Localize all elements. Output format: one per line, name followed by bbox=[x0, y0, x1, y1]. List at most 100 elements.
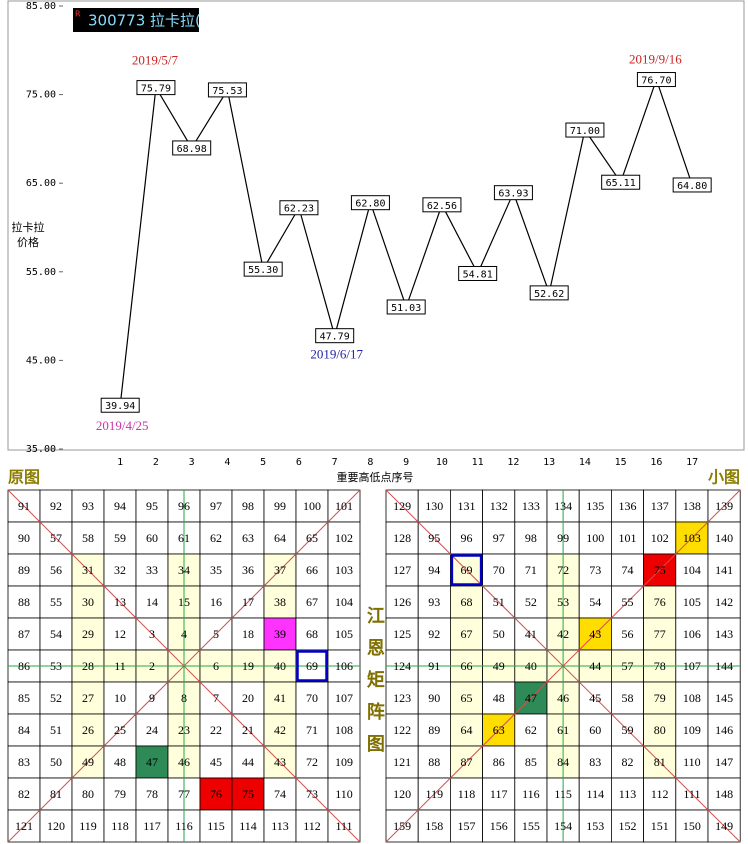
cell bbox=[295, 617, 329, 651]
value-label: 55.30 bbox=[248, 265, 278, 276]
value-label-box bbox=[672, 177, 712, 193]
cell-number: 58 bbox=[622, 691, 634, 705]
cell-number: 79 bbox=[114, 787, 126, 801]
value-label-box bbox=[350, 195, 390, 211]
cell-number: 123 bbox=[393, 691, 411, 705]
cell-number: 26 bbox=[82, 723, 94, 737]
cell bbox=[449, 585, 483, 619]
cell-number: 116 bbox=[522, 787, 540, 801]
cell-number: 146 bbox=[715, 723, 733, 737]
cell-number: 111 bbox=[683, 787, 700, 801]
cell-number: 61 bbox=[178, 531, 190, 545]
cell-number: 136 bbox=[619, 499, 637, 513]
cell-number: 85 bbox=[525, 755, 537, 769]
cell-number: 116 bbox=[175, 819, 193, 833]
cell bbox=[675, 585, 709, 619]
cell-number: 137 bbox=[651, 499, 669, 513]
cell bbox=[7, 521, 41, 555]
cell bbox=[327, 521, 361, 555]
cell-number: 62 bbox=[525, 723, 537, 737]
cell-number: 142 bbox=[715, 595, 733, 609]
cell bbox=[514, 553, 548, 587]
cell bbox=[71, 681, 105, 715]
x-tick-label: 5 bbox=[260, 457, 266, 468]
cell bbox=[103, 617, 137, 651]
cell bbox=[199, 713, 233, 747]
value-label: 75.79 bbox=[141, 84, 171, 95]
side-title: 江恩矩阵图 bbox=[365, 606, 385, 766]
cell-number: 76 bbox=[654, 595, 666, 609]
cell-number: 52 bbox=[50, 691, 62, 705]
cell-number: 75 bbox=[654, 563, 666, 577]
cell-number: 45 bbox=[210, 755, 222, 769]
cell-number: 104 bbox=[335, 595, 353, 609]
x-tick-label: 14 bbox=[579, 457, 591, 468]
cell bbox=[103, 745, 137, 779]
y-tick-label: 65.00 bbox=[26, 178, 56, 189]
y-tick-label: 55.00 bbox=[26, 267, 56, 278]
cell-number: 50 bbox=[493, 627, 505, 641]
cell-number: 88 bbox=[18, 595, 30, 609]
cell bbox=[417, 553, 451, 587]
x-tick-label: 3 bbox=[189, 457, 195, 468]
cell-number: 77 bbox=[178, 787, 190, 801]
y-tick-label: 35.00 bbox=[26, 444, 56, 455]
cell-number: 100 bbox=[303, 499, 321, 513]
value-label-box bbox=[458, 265, 498, 281]
value-label-box bbox=[529, 285, 569, 301]
cell bbox=[103, 777, 137, 811]
x-tick-label: 6 bbox=[296, 457, 302, 468]
cell-number: 121 bbox=[393, 755, 411, 769]
cell bbox=[263, 713, 297, 747]
cell-number: 134 bbox=[554, 499, 572, 513]
cell-number: 99 bbox=[557, 531, 569, 545]
cell-number: 61 bbox=[557, 723, 569, 737]
cell-number: 54 bbox=[50, 627, 62, 641]
cell-number: 39 bbox=[274, 627, 286, 641]
cell-highlight bbox=[296, 650, 328, 682]
value-label: 62.80 bbox=[355, 199, 385, 210]
cell-number: 42 bbox=[274, 723, 286, 737]
cell bbox=[231, 777, 265, 811]
cell-number: 112 bbox=[303, 819, 321, 833]
cell-number: 22 bbox=[210, 723, 222, 737]
x-tick-label: 2 bbox=[153, 457, 159, 468]
x-tick-label: 12 bbox=[507, 457, 519, 468]
cell bbox=[611, 521, 645, 555]
value-label-box bbox=[601, 174, 641, 190]
cell-number: 51 bbox=[50, 723, 62, 737]
cell bbox=[643, 521, 677, 555]
cell-number: 36 bbox=[242, 563, 254, 577]
cell-number: 86 bbox=[18, 659, 30, 673]
value-label: 54.81 bbox=[463, 269, 493, 280]
cell bbox=[578, 777, 612, 811]
cell bbox=[611, 777, 645, 811]
cell-number: 95 bbox=[146, 499, 158, 513]
cell-number: 75 bbox=[242, 787, 254, 801]
cell bbox=[327, 553, 361, 587]
cell-number: 8 bbox=[181, 691, 187, 705]
cell-number: 97 bbox=[210, 499, 222, 513]
cell bbox=[295, 809, 329, 843]
cell-number: 80 bbox=[82, 787, 94, 801]
cell bbox=[707, 777, 741, 811]
cell-number: 76 bbox=[210, 787, 222, 801]
cell-number: 82 bbox=[622, 755, 634, 769]
cell bbox=[71, 521, 105, 555]
cell-number: 41 bbox=[525, 627, 537, 641]
cell-number: 94 bbox=[114, 499, 126, 513]
cell bbox=[707, 745, 741, 779]
cell-number: 44 bbox=[589, 659, 601, 673]
cell-number: 103 bbox=[335, 563, 353, 577]
cell-number: 80 bbox=[654, 723, 666, 737]
cell bbox=[7, 777, 41, 811]
cell-number: 55 bbox=[622, 595, 634, 609]
cell-number: 101 bbox=[335, 499, 353, 513]
cell-number: 90 bbox=[428, 691, 440, 705]
value-label-box bbox=[279, 200, 319, 216]
value-label: 63.93 bbox=[498, 189, 528, 200]
value-label-box bbox=[422, 197, 462, 213]
cell bbox=[135, 585, 169, 619]
cell-number: 15 bbox=[178, 595, 190, 609]
